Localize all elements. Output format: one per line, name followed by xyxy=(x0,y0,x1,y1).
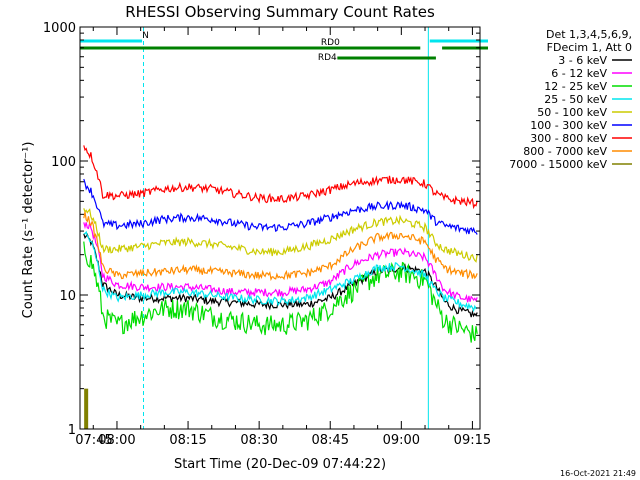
x-axis-label: Start Time (20-Dec-09 07:44:22) xyxy=(174,457,386,472)
x-tick-label: 08:00 xyxy=(98,433,135,448)
y-tick-label: 10 xyxy=(59,289,76,304)
legend-label: 25 - 50 keV xyxy=(544,93,607,106)
x-tick-label: 08:30 xyxy=(240,433,277,448)
legend-label: 7000 - 15000 keV xyxy=(509,158,607,171)
legend-label: 100 - 300 keV xyxy=(530,119,607,132)
y-axis: 1 10 100 1000 xyxy=(43,21,480,438)
flag-label: RD4 xyxy=(318,53,337,63)
legend-label: 3 - 6 keV xyxy=(558,54,607,67)
legend-label: 50 - 100 keV xyxy=(537,106,607,119)
x-tick-label: 09:00 xyxy=(383,433,420,448)
y-tick-label: 1 xyxy=(68,423,76,438)
series-line xyxy=(83,222,478,303)
series-line xyxy=(83,233,478,318)
legend: Det 1,3,4,5,6,9,FDecim 1, Att 03 - 6 keV… xyxy=(509,28,632,171)
series-line xyxy=(83,178,478,235)
flag-label: RD0 xyxy=(321,38,340,48)
series-line xyxy=(83,241,478,343)
timestamp: 16-Oct-2021 21:49 xyxy=(560,469,636,478)
series-line xyxy=(84,388,89,429)
legend-header: Det 1,3,4,5,6,9, xyxy=(546,28,632,41)
series-line xyxy=(83,211,478,282)
y-tick-label: 1000 xyxy=(43,21,76,36)
y-axis-label: Count Rate (s⁻¹ detector⁻¹) xyxy=(21,142,36,319)
legend-header: FDecim 1, Att 0 xyxy=(547,41,632,54)
plot-frame xyxy=(79,26,481,430)
flag-label: N xyxy=(142,31,149,41)
series-line xyxy=(83,208,478,263)
series-line xyxy=(83,145,478,210)
x-tick-label: 08:15 xyxy=(169,433,206,448)
legend-label: 12 - 25 keV xyxy=(544,80,607,93)
legend-label: 800 - 7000 keV xyxy=(523,145,607,158)
observing-flags: N RD0 RD4 xyxy=(80,31,488,63)
series-line xyxy=(83,230,478,313)
x-tick-label: 07:45 xyxy=(75,433,112,448)
x-tick-label: 09:15 xyxy=(454,433,491,448)
chart-title: RHESSI Observing Summary Count Rates xyxy=(125,3,435,21)
legend-label: 300 - 800 keV xyxy=(530,132,607,145)
y-tick-label: 100 xyxy=(51,155,76,170)
series-layer xyxy=(83,145,478,429)
x-tick-label: 08:45 xyxy=(312,433,349,448)
legend-label: 6 - 12 keV xyxy=(551,67,607,80)
